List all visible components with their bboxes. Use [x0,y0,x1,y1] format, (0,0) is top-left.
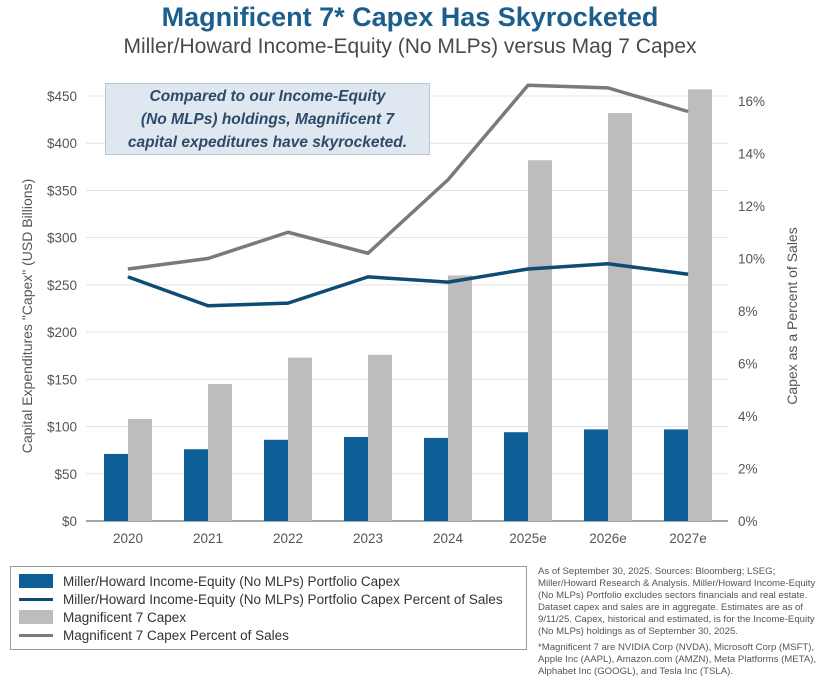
portfolio-capex-bar [264,439,288,521]
portfolio-capex-bar [584,429,608,521]
line-point [687,111,689,112]
portfolio-capex-bar [104,453,128,521]
mag7-capex-bar [368,354,392,521]
mag7-capex-bar [608,113,632,521]
y-tick-label: $250 [47,278,77,293]
portfolio-capex-bar [424,437,448,521]
line-point [687,273,689,275]
y-tick-label: $50 [54,467,77,482]
legend-label: Miller/Howard Income-Equity (No MLPs) Po… [63,573,400,589]
line-point [447,179,449,181]
y-axis-label: Capital Expenditures "Capex" (USD Billio… [19,179,35,454]
x-tick-label: 2022 [273,531,303,546]
x-tick-label: 2021 [193,531,223,546]
line-point [287,231,289,233]
portfolio-capex-bar [664,429,688,521]
line-point [607,87,609,89]
portfolio-pct-sales-line [127,262,689,308]
legend-item: Magnificent 7 Capex Percent of Sales [19,626,518,644]
y-tick-label: $100 [47,420,77,435]
y2-tick-label: 4% [738,409,758,424]
legend-label: Magnificent 7 Capex Percent of Sales [63,627,289,643]
y-tick-label: $150 [47,372,77,387]
y-tick-label: $400 [47,136,77,151]
legend-swatch [19,574,53,588]
portfolio-capex-bar [504,432,528,521]
portfolio-capex-bar [344,436,368,521]
chart-subtitle: Miller/Howard Income-Equity (No MLPs) ve… [123,35,697,58]
legend-item: Magnificent 7 Capex [19,608,518,626]
mag7-capex-bar [528,160,552,521]
callout-line: Compared to our Income-Equity [149,88,386,105]
x-tick-label: 2025e [509,531,547,546]
legend-swatch [19,597,53,601]
line-point [527,268,529,270]
y2-tick-label: 8% [738,304,758,319]
portfolio-capex-bar [184,449,208,521]
x-tick-label: 2026e [589,531,627,546]
y-tick-label: $0 [62,514,77,529]
line-point [207,258,209,259]
y2-axis-label: Capex as a Percent of Sales [784,227,800,404]
callout-box: Compared to our Income-Equity (No MLPs) … [105,83,430,155]
line-point [447,281,449,283]
y2-tick-label: 14% [738,147,765,162]
line-point [127,268,129,270]
chart-title: Magnificent 7* Capex Has Skyrocketed [161,2,659,32]
x-tick-label: 2024 [433,531,464,546]
y2-tick-label: 2% [738,462,758,477]
y2-tick-label: 0% [738,514,758,529]
line-point [367,276,369,278]
legend-label: Magnificent 7 Capex [63,609,187,625]
line-point [127,276,129,278]
legend-item: Miller/Howard Income-Equity (No MLPs) Po… [19,572,518,590]
y-tick-label: $450 [47,89,77,104]
callout-line: capital expeditures have skyrocketed. [127,134,408,151]
y2-tick-label: 16% [738,94,765,109]
line-point [607,263,609,265]
line-point [207,305,209,307]
y2-tick-label: 12% [738,199,765,214]
y-tick-label: $300 [47,231,77,246]
y2-tick-label: 6% [738,357,758,372]
legend: Miller/Howard Income-Equity (No MLPs) Po… [10,566,527,650]
y-tick-label: $200 [47,325,77,340]
mag7-capex-bar [688,89,712,521]
footnotes: As of September 30, 2025. Sources: Bloom… [538,566,818,682]
legend-label: Miller/Howard Income-Equity (No MLPs) Po… [63,591,503,607]
mag7-capex-bar [288,357,312,521]
line-point [367,252,369,254]
legend-swatch [19,633,53,637]
x-tick-label: 2023 [353,531,383,546]
callout-line: (No MLPs) holdings, Magnificent 7 [140,111,395,128]
mag7-note: *Magnificent 7 are NVIDIA Corp (NVDA), M… [538,642,817,677]
y-tick-label: $350 [47,183,77,198]
chart-area: $0 $50 $100 $150 $200 $250 $300 $350 $400 $450 0% 2… [19,83,800,546]
y2-tick-label: 10% [738,252,765,267]
line-point [287,302,289,304]
legend-item: Miller/Howard Income-Equity (No MLPs) Po… [19,590,518,608]
x-tick-label: 2027e [669,531,707,546]
mag7-pct-sales-line [127,83,689,271]
mag7-capex-bar [208,384,232,521]
mag7-capex-bar [448,275,472,521]
source-note: As of September 30, 2025. Sources: Bloom… [538,566,816,637]
x-tick-label: 2020 [113,531,143,546]
line-point [527,84,529,86]
mag7-capex-bar [128,419,152,521]
legend-swatch [19,610,53,624]
